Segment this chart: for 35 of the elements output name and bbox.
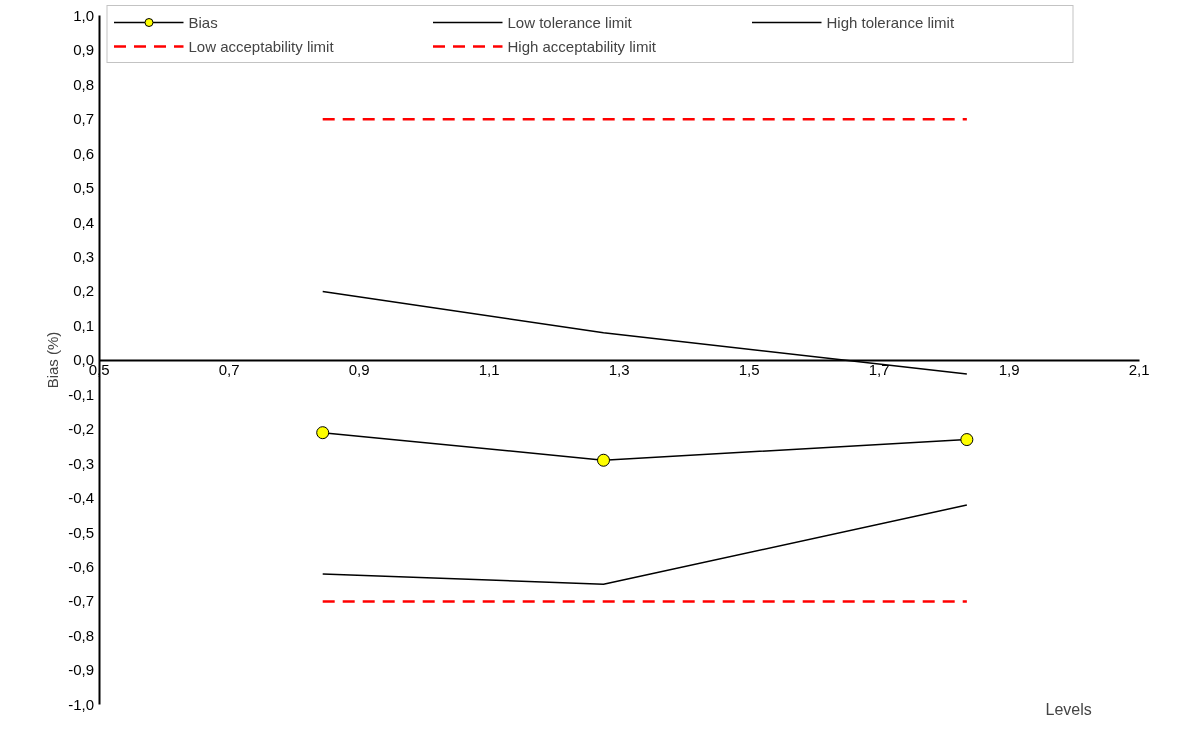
y-tick-label: -0,1 xyxy=(68,385,95,403)
legend-label: High acceptability limit xyxy=(507,37,657,55)
y-tick-label: 0,2 xyxy=(73,282,95,300)
y-tick-label: -1,0 xyxy=(68,695,95,713)
x-axis-title: Levels xyxy=(1045,700,1092,718)
y-tick-label: -0,3 xyxy=(68,454,95,472)
y-tick-label: 0,7 xyxy=(73,110,95,128)
x-tick-label: 1,5 xyxy=(738,361,760,379)
x-tick-label: 1,3 xyxy=(608,361,630,379)
x-tick-label: 1,7 xyxy=(868,361,890,379)
x-tick-label: 0,9 xyxy=(348,361,370,379)
y-tick-label: 1,0 xyxy=(73,6,95,24)
y-tick-label: -0,8 xyxy=(68,626,95,644)
y-tick-label: 0,4 xyxy=(73,213,95,231)
y-tick-label: -0,5 xyxy=(68,523,95,541)
y-tick-label: -0,2 xyxy=(68,420,95,438)
x-tick-label: 2,1 xyxy=(1128,361,1150,379)
y-tick-label: -0,6 xyxy=(68,558,95,576)
y-tick-label: 0,9 xyxy=(73,41,95,59)
y-axis-title: Bias (%) xyxy=(43,331,61,389)
x-tick-label: 1,9 xyxy=(998,361,1020,379)
y-tick-label: 0,8 xyxy=(73,75,95,93)
y-tick-label: -0,4 xyxy=(68,489,95,507)
y-tick-label: -0,9 xyxy=(68,661,95,679)
y-tick-label: -0,7 xyxy=(68,592,95,610)
legend-label: High tolerance limit xyxy=(826,13,956,31)
legend-label: Bias xyxy=(188,13,219,31)
y-tick-label: 0,6 xyxy=(73,144,95,162)
x-tick-label: 1,1 xyxy=(478,361,500,379)
x-tick-label: 0,7 xyxy=(218,361,240,379)
legend-label: Low acceptability limit xyxy=(188,37,335,55)
y-tick-label: 0,3 xyxy=(73,247,95,265)
legend-label: Low tolerance limit xyxy=(507,13,633,31)
y-tick-label: 0,1 xyxy=(73,316,95,334)
y-tick-label: 0,5 xyxy=(73,179,95,197)
